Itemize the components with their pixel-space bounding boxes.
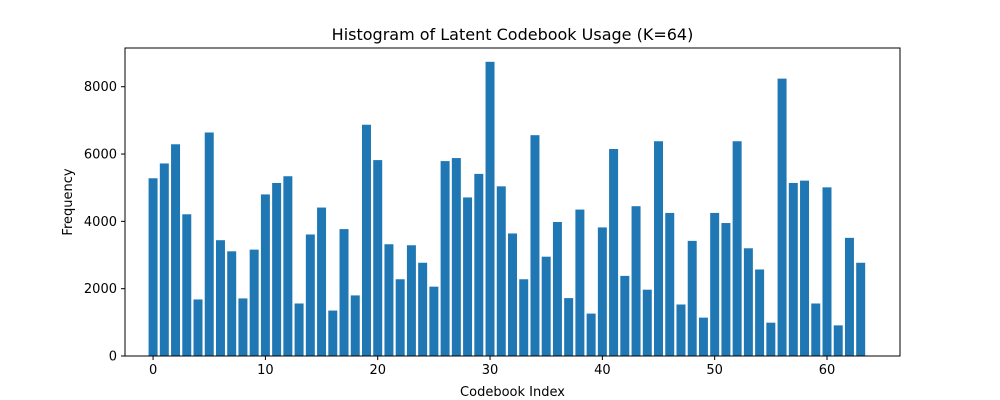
bar-17 [339,229,349,356]
bar-26 [440,161,450,356]
bar-43 [631,206,641,356]
x-tick-label: 20 [369,363,386,378]
bar-40 [597,227,607,356]
bar-47 [676,304,686,356]
bar-51 [721,223,731,356]
bar-1 [159,163,169,356]
bars-group [148,61,866,357]
bar-52 [732,141,742,356]
bar-60 [822,187,832,356]
bar-41 [609,148,619,356]
bar-18 [350,295,360,356]
bar-59 [811,303,821,356]
bar-56 [777,78,787,357]
bar-4 [193,299,203,356]
bar-22 [395,279,405,356]
bar-11 [272,182,282,356]
y-tick-label: 2000 [84,282,117,297]
bar-20 [373,160,383,356]
x-tick-label: 30 [482,363,499,378]
x-tick-label: 40 [594,363,611,378]
bar-32 [508,233,517,356]
bar-48 [687,240,697,356]
bar-31 [496,186,506,356]
bar-29 [474,173,484,356]
x-axis-ticks: 0 10 20 30 40 50 60 [149,356,835,378]
bar-39 [586,313,596,356]
bar-28 [463,197,473,356]
bar-53 [743,248,753,356]
x-tick-label: 0 [149,363,157,378]
bar-23 [406,245,416,356]
bar-63 [856,262,866,356]
x-tick-label: 10 [257,363,274,378]
y-tick-label: 0 [109,350,117,365]
bar-44 [642,289,652,356]
bar-5 [204,132,214,356]
bar-54 [755,269,765,356]
bar-14 [305,234,315,356]
x-tick-label: 60 [819,363,836,378]
bar-36 [552,222,562,356]
bar-42 [620,275,630,356]
bar-7 [227,251,237,356]
bar-27 [451,158,461,356]
bar-49 [698,317,708,356]
bar-61 [833,325,843,356]
plot-frame [124,47,901,357]
bar-46 [665,212,675,356]
bar-34 [530,135,540,356]
y-axis-label: Frequency [61,168,76,235]
y-tick-label: 4000 [84,215,117,230]
x-tick-label: 50 [706,363,723,378]
bar-8 [238,298,248,356]
bar-9 [249,249,259,356]
bar-13 [294,303,304,356]
bar-15 [317,207,327,356]
x-axis-label: Codebook Index [460,385,565,400]
bar-10 [260,194,270,356]
bar-0 [148,178,158,356]
bar-62 [844,237,854,356]
bar-3 [182,214,192,356]
y-tick-label: 8000 [84,80,117,95]
bar-45 [654,141,664,356]
bar-57 [788,182,798,356]
bar-16 [328,310,338,356]
bar-6 [215,240,225,356]
bar-25 [429,286,439,356]
bar-37 [564,298,574,356]
bar-24 [418,262,428,356]
bar-2 [171,144,181,356]
bar-55 [766,322,776,356]
bar-33 [519,279,529,356]
chart-title: Histogram of Latent Codebook Usage (K=64… [332,25,694,44]
y-tick-label: 6000 [84,148,117,163]
y-axis-ticks: 0 2000 4000 6000 8000 [84,80,125,365]
bar-58 [800,180,810,356]
bar-19 [361,124,371,356]
bar-30 [485,61,495,357]
bar-12 [283,176,293,356]
bar-21 [384,244,394,356]
bar-38 [575,209,585,356]
bar-50 [710,212,720,356]
bar-35 [541,256,551,356]
